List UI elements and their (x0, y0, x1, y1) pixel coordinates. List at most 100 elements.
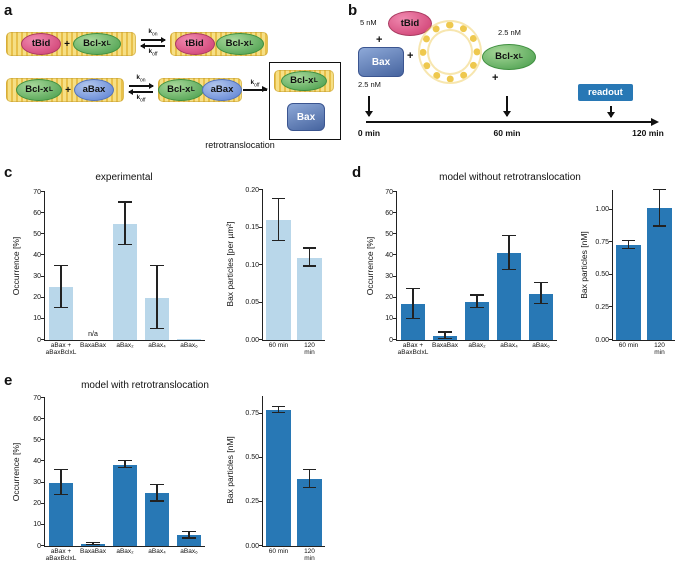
equilibrium-arrows: kon koff (126, 70, 156, 108)
retrotranslocation-box: Bcl-x L Bax (269, 62, 341, 140)
bclxl-concentration: 2.5 nM (498, 28, 521, 37)
bar (112, 464, 138, 546)
x-axis-category-label: aBax + aBaxBclxL (45, 342, 77, 357)
bax-concentration: 2.5 nM (358, 80, 381, 89)
x-axis-category-label: aBax₆ (180, 548, 198, 555)
tbid-protein: tBid (388, 11, 432, 36)
bclxl-protein: Bcl-x L (482, 44, 536, 70)
bclxl-protein: Bcl-x L (16, 79, 63, 101)
x-axis-category-label: 60 min (618, 342, 639, 349)
timeline-arrowhead-icon (651, 117, 659, 126)
x-axis-category-label: BaxaBax (79, 342, 107, 349)
bclxl-label: Bcl-x (83, 38, 107, 50)
koff-label: koff (250, 79, 260, 89)
bar (616, 244, 641, 340)
retro-arrow-icon (243, 86, 268, 92)
panel-c-label: c (4, 164, 13, 181)
tbid-protein: tBid (174, 33, 215, 55)
kon-label: kon (148, 27, 158, 38)
x-axis-category-label: 120 min (304, 548, 315, 563)
x-axis-category-label: aBax₂ (116, 342, 134, 349)
plus-sign: + (64, 38, 70, 50)
koff-label: koff (148, 47, 158, 58)
panel-e-particles-chart: 0.00 0.25 0.50 0.75 60 min 120 min (245, 396, 325, 562)
x-axis-category-label: aBax₄ (500, 342, 518, 349)
reverse-arrow-icon (140, 43, 165, 49)
bclxl-protein: Bcl-x L (215, 33, 264, 55)
panel-e-title: model with retrotranslocation (81, 380, 209, 391)
x-axis-category-label: aBax₄ (148, 548, 166, 555)
readout-arrow-icon (607, 106, 614, 118)
abax-protein: aBax (202, 79, 242, 101)
time-120-label: 120 min (632, 128, 664, 138)
panel-c-particles-chart: 0.00 0.05 0.10 0.15 0.20 60 min 120 min (245, 187, 325, 356)
t0-addition-arrow-icon (365, 96, 372, 117)
panel-d-occurrence-chart: 0 10 20 30 40 50 60 70 aBax + aBaxBclxL BaxaBax aB… (385, 189, 557, 356)
t60-addition-arrow-icon (503, 96, 510, 117)
panel-d-title: model without retrotranslocation (439, 172, 581, 183)
panel-d-label: d (352, 164, 362, 181)
kon-label: kon (136, 73, 146, 84)
koff-label: koff (136, 93, 146, 104)
panel-c-occurrence-chart: 0 10 20 30 40 50 60 70 aBax + aBaxBclxL n/a BaxaBa… (33, 189, 205, 356)
bclxl-subscript: L (106, 39, 111, 47)
bclxl-protein: Bcl-x L (281, 71, 327, 91)
panel-e-occurrence-ylabel: Occurrence [%] (11, 442, 21, 502)
bar (297, 478, 322, 546)
liposome-icon (420, 22, 480, 82)
bar (144, 493, 170, 546)
timeline-axis (366, 121, 652, 123)
tbid-label: tBid (31, 38, 51, 50)
x-axis-category-label: BaxaBax (431, 342, 459, 349)
x-axis-category-label: aBax₂ (468, 342, 486, 349)
bclxl-protein: Bcl-x L (158, 79, 204, 101)
panel-c-occurrence-ylabel: Occurrence [%] (11, 236, 21, 296)
plus-sign: + (65, 84, 71, 96)
panel-c-title: experimental (95, 172, 153, 183)
panel-e-label: e (4, 372, 13, 389)
membrane-strip: Bcl-x L aBax (158, 78, 242, 102)
time-60-label: 60 min (493, 128, 521, 138)
panel-d-occurrence-ylabel: Occurrence [%] (365, 236, 375, 296)
panel-d-particles-chart: 0.00 0.25 0.50 0.75 1.00 60 min 120 min (595, 188, 675, 356)
bax-protein: Bax (358, 47, 404, 77)
forward-arrow-icon (129, 83, 154, 89)
plus-sign: + (407, 50, 414, 62)
x-axis-category-label: 120 min (304, 342, 315, 357)
membrane-strip: Bcl-x L (274, 70, 334, 92)
time-0-label: 0 min (357, 128, 381, 138)
bar (176, 535, 202, 546)
x-axis-category-label: aBax + aBaxBclxL (45, 548, 77, 563)
tbid-protein: tBid (21, 33, 62, 55)
membrane-strip: tBid Bcl-x L (170, 32, 268, 56)
plus-sign: + (376, 34, 383, 46)
x-axis-category-label: 120 min (654, 342, 665, 357)
x-axis-category-label: aBax₆ (180, 342, 198, 349)
x-axis-category-label: aBax + aBaxBclxL (397, 342, 429, 357)
bax-protein: Bax (287, 103, 325, 131)
panel-e-occurrence-chart: 0 10 20 30 40 50 60 70 aBax + aBaxBclxL BaxaBax aB… (33, 395, 205, 562)
x-axis-category-label: BaxaBax (79, 548, 107, 555)
equilibrium-arrows: kon koff (138, 24, 168, 62)
bclxl-protein: Bcl-x L (72, 33, 121, 55)
membrane-strip: Bcl-x L + aBax (6, 78, 124, 102)
tbid-concentration: 5 nM (360, 18, 377, 27)
membrane-strip: tBid + Bcl-x L (6, 32, 136, 56)
panel-a-label: a (4, 2, 13, 19)
forward-arrow-icon (141, 37, 166, 43)
x-axis-category-label: 60 min (268, 342, 289, 349)
bar (176, 338, 202, 340)
x-axis-category-label: aBax₂ (116, 548, 134, 555)
plus-sign: + (492, 72, 499, 84)
panel-e-particles-ylabel: Bax particles [nM] (225, 436, 235, 504)
x-axis-category-label: aBax₄ (148, 342, 166, 349)
panel-b-label: b (348, 2, 358, 19)
x-axis-category-label: 60 min (268, 548, 289, 555)
reverse-arrow-icon (128, 89, 153, 95)
retrotranslocation-caption: retrotranslocation (205, 140, 275, 150)
x-axis-category-label: aBax₆ (532, 342, 550, 349)
readout-badge: readout (578, 84, 633, 101)
bar (297, 257, 322, 340)
na-label: n/a (88, 331, 98, 338)
